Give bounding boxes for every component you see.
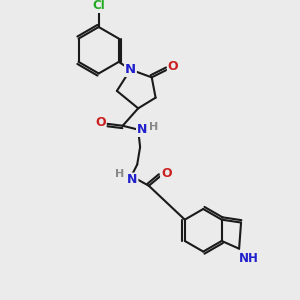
Text: N: N bbox=[137, 123, 147, 136]
Text: NH: NH bbox=[239, 252, 259, 265]
Text: N: N bbox=[125, 63, 136, 76]
Text: O: O bbox=[161, 167, 172, 180]
Text: H: H bbox=[149, 122, 158, 132]
Text: H: H bbox=[115, 169, 124, 179]
Text: O: O bbox=[95, 116, 106, 129]
Text: Cl: Cl bbox=[92, 0, 105, 12]
Text: O: O bbox=[168, 60, 178, 73]
Text: N: N bbox=[127, 173, 138, 187]
